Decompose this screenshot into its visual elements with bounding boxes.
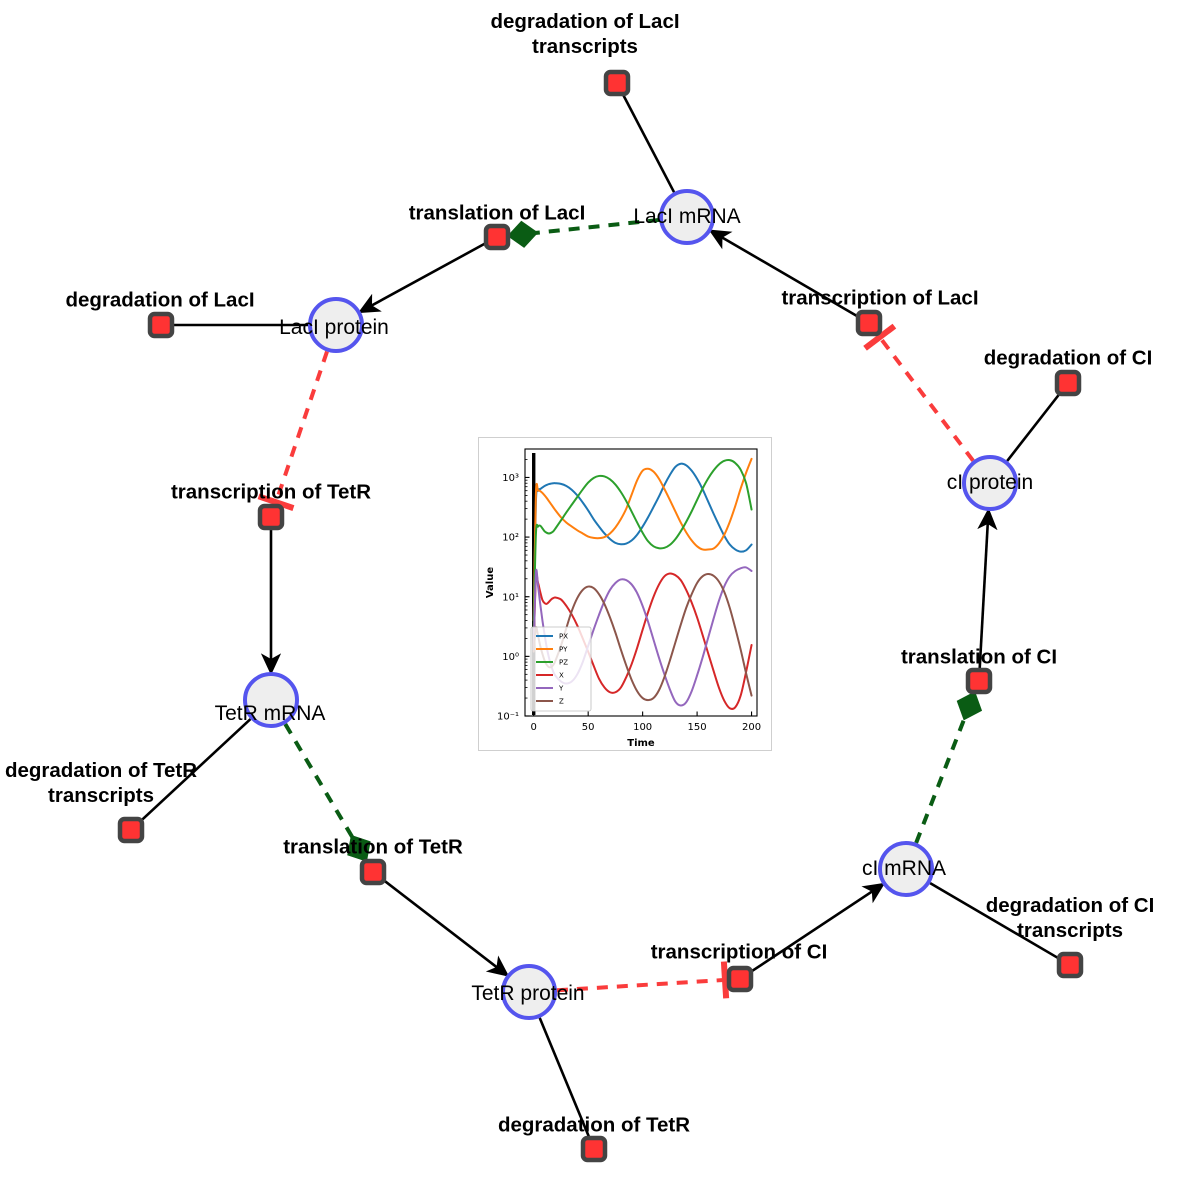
y-tick-label: 10³ (502, 473, 519, 484)
reaction-label-deg_ci: degradation of CI (983, 346, 1153, 370)
reaction-node-translation_laci[interactable] (483, 223, 511, 251)
plot-line-X (532, 572, 753, 710)
reaction-node-translation_ci[interactable] (965, 667, 993, 695)
plot-legend-box (530, 626, 592, 712)
reaction-node-deg_ci[interactable] (1054, 369, 1082, 397)
edge-reactant (929, 882, 1060, 960)
reaction-label-deg_ci_transcripts: degradation of CI transcripts (985, 894, 1155, 942)
edge-product (383, 879, 510, 977)
reaction-label-transcription_ci: transcription of CI (650, 940, 828, 964)
species-node-tetr_mrna[interactable] (243, 672, 299, 728)
edge-inhibitor (257, 350, 329, 511)
edge-modifier (283, 723, 371, 863)
node-layer (117, 69, 1084, 1163)
reaction-node-deg_ci_transcripts[interactable] (1056, 951, 1084, 979)
reaction-node-deg_laci_transcripts[interactable] (603, 69, 631, 97)
x-tick-label: 150 (688, 722, 707, 733)
y-tick-label: 10¹ (502, 592, 519, 603)
plot-background (479, 438, 771, 750)
reaction-label-deg_tetr: degradation of TetR (497, 1113, 691, 1137)
plot-axes-frame (524, 448, 758, 717)
reaction-node-deg_tetr[interactable] (580, 1135, 608, 1163)
species-node-ci_mrna[interactable] (878, 841, 934, 897)
reaction-node-transcription_laci[interactable] (855, 309, 883, 337)
x-tick-label: 50 (582, 722, 595, 733)
edge-reactant (141, 718, 252, 821)
reaction-label-transcription_laci: transcription of LacI (781, 286, 979, 310)
edge-inhibitor (863, 323, 975, 462)
edge-product (977, 507, 998, 671)
species-node-tetr_protein[interactable] (501, 964, 557, 1020)
edge-product (750, 882, 886, 973)
edge-layer (141, 93, 1061, 1139)
plot-line-PX (532, 462, 753, 622)
reaction-label-translation_tetr: translation of TetR (283, 835, 463, 859)
species-node-laci_mrna[interactable] (659, 189, 715, 245)
x-tick-label: 100 (633, 722, 652, 733)
species-label-laci_protein: LacI protein (279, 316, 389, 339)
edge-reactant (538, 1017, 591, 1139)
reaction-label-deg_tetr_transcripts: degradation of TetR transcripts (4, 759, 198, 807)
reaction-node-deg_tetr_transcripts[interactable] (117, 816, 145, 844)
x-tick-label: 0 (531, 722, 537, 733)
plot-line-PZ (532, 459, 753, 629)
species-node-ci_protein[interactable] (962, 455, 1018, 511)
plot-line-PY (532, 457, 753, 622)
edge-product (708, 229, 859, 318)
reaction-node-transcription_ci[interactable] (726, 965, 754, 993)
reaction-label-translation_laci: translation of LacI (408, 201, 586, 225)
y-axis-label: Value (485, 567, 496, 598)
y-tick-label: 10⁻¹ (497, 712, 519, 723)
y-tick-label: 10⁰ (502, 652, 519, 663)
species-label-tetr_protein: TetR protein (471, 982, 585, 1005)
edge-reactant (621, 93, 676, 193)
species-label-ci_mrna: cI mRNA (862, 857, 946, 880)
legend-label-PX: PX (559, 633, 568, 641)
x-tick-label: 200 (742, 722, 761, 733)
reaction-node-transcription_tetr[interactable] (257, 503, 285, 531)
edge-modifier (914, 691, 983, 844)
legend-label-Z: Z (559, 698, 564, 706)
reaction-label-transcription_tetr: transcription of TetR (170, 480, 372, 504)
edge-inhibitor (556, 961, 730, 999)
legend-label-PZ: PZ (559, 659, 568, 667)
species-label-ci_protein: cI protein (946, 471, 1034, 494)
reaction-node-translation_tetr[interactable] (359, 858, 387, 886)
edge-reactant (1006, 393, 1061, 462)
edge-modifier (507, 217, 660, 248)
species-label-laci_mrna: LacI mRNA (633, 205, 741, 228)
species-node-laci_protein[interactable] (308, 297, 364, 353)
legend-label-Y: Y (558, 685, 564, 693)
timecourse-plot: 10⁻¹ 10⁰ 10¹ 10² 10³ 0 50 100 150 200 Time Value PX P… (478, 437, 772, 751)
timecourse-plot-svg: 10⁻¹ 10⁰ 10¹ 10² 10³ 0 50 100 150 200 Time Value PX P… (479, 438, 771, 750)
edge-product (357, 241, 487, 314)
reaction-label-deg_laci: degradation of LacI (65, 288, 255, 312)
reaction-label-translation_ci: translation of CI (900, 645, 1058, 669)
y-tick-label: 10² (502, 533, 519, 544)
legend-label-PY: PY (559, 646, 568, 654)
legend-label-X: X (559, 672, 564, 680)
x-axis-label: Time (627, 738, 655, 749)
reaction-node-deg_laci[interactable] (147, 311, 175, 339)
species-label-tetr_mrna: TetR mRNA (214, 702, 326, 725)
reaction-label-deg_laci_transcripts: degradation of LacI transcripts (490, 10, 680, 58)
